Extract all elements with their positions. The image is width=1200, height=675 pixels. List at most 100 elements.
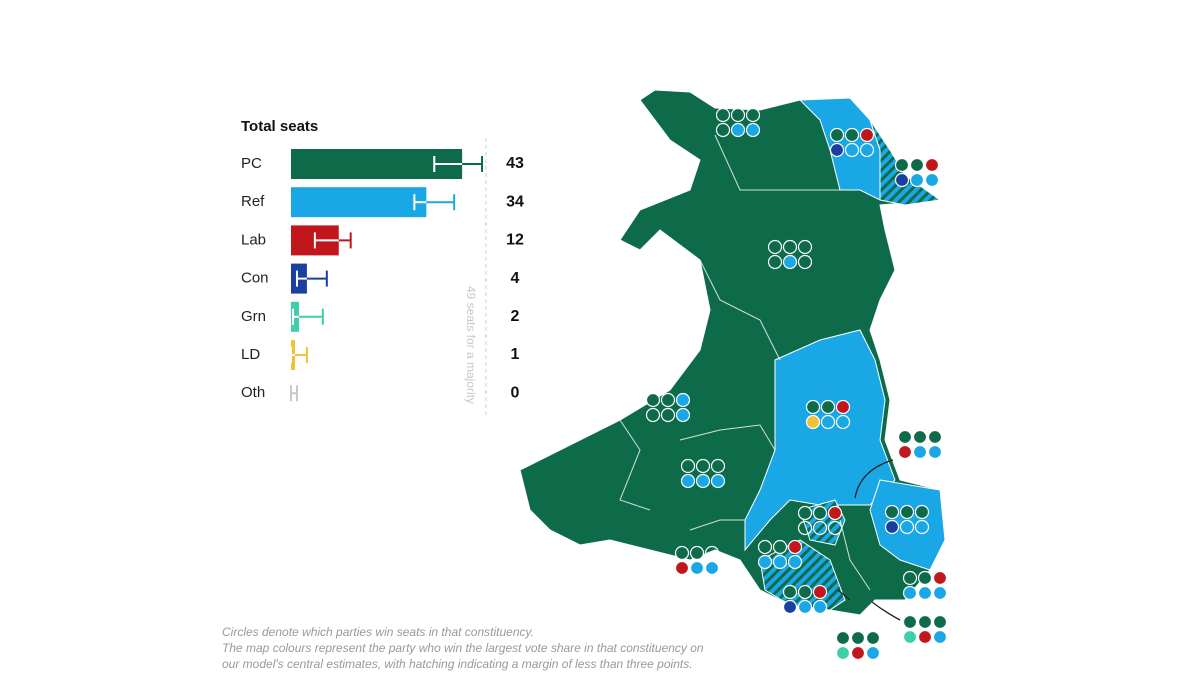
seat-circle <box>827 505 843 521</box>
seat-circle <box>865 630 881 646</box>
chart-title: Total seats <box>241 118 318 135</box>
seat-circle <box>710 473 726 489</box>
seat-circle <box>745 122 761 138</box>
seat-circle <box>884 519 900 535</box>
seat-circle <box>914 519 930 535</box>
seat-circle <box>820 414 836 430</box>
seat-circle <box>865 645 881 661</box>
seat-circle <box>772 539 788 555</box>
seat-circle <box>917 585 933 601</box>
seat-circle <box>859 127 875 143</box>
seat-circle <box>704 545 720 561</box>
seat-circle <box>730 122 746 138</box>
seat-circle <box>660 407 676 423</box>
seat-circle <box>917 629 933 645</box>
seat-circle <box>660 392 676 408</box>
category-label: Lab <box>241 231 266 248</box>
seat-circle <box>674 545 690 561</box>
seat-circle <box>695 473 711 489</box>
notes: Circles denote which parties win seats i… <box>222 625 704 671</box>
seat-circle <box>894 172 910 188</box>
seat-circle <box>835 630 851 646</box>
map-borders <box>619 134 871 591</box>
seat-circle <box>844 142 860 158</box>
seat-circle <box>844 127 860 143</box>
seat-circle <box>772 554 788 570</box>
seat-circle <box>897 429 913 445</box>
seat-circle <box>645 407 661 423</box>
seat-circle <box>835 414 851 430</box>
seat-circle <box>715 122 731 138</box>
seat-circle <box>927 444 943 460</box>
seat-circle <box>902 585 918 601</box>
category-label: Con <box>241 270 269 287</box>
seat-circle <box>674 560 690 576</box>
seat-circle <box>835 399 851 415</box>
value-label: 2 <box>511 308 520 325</box>
seat-circle <box>767 254 783 270</box>
value-label: 1 <box>511 346 520 363</box>
seat-circle <box>689 560 705 576</box>
value-label: 43 <box>506 155 524 172</box>
seat-circle <box>912 444 928 460</box>
seat-circle <box>675 407 691 423</box>
seat-circle <box>902 570 918 586</box>
majority-label: 49 seats for a majority <box>464 286 478 404</box>
seat-circle <box>797 239 813 255</box>
map <box>519 89 946 616</box>
seat-circle <box>680 458 696 474</box>
seat-circle <box>805 399 821 415</box>
seat-circle <box>757 554 773 570</box>
arrow <box>837 589 851 601</box>
seat-circle <box>797 254 813 270</box>
seat-circle <box>897 444 913 460</box>
seat-circle <box>917 570 933 586</box>
seat-circle <box>645 392 661 408</box>
seat-circle <box>924 172 940 188</box>
seat-circle <box>797 520 813 536</box>
seat-circle <box>932 570 948 586</box>
seat-circle <box>797 599 813 615</box>
seat-circle <box>782 599 798 615</box>
arrows <box>837 459 901 621</box>
seat-circle <box>767 239 783 255</box>
seat-circle <box>909 172 925 188</box>
seat-circles <box>645 107 948 661</box>
category-label: PC <box>241 155 262 172</box>
category-label: LD <box>241 346 260 363</box>
seat-circle <box>812 505 828 521</box>
seat-circle <box>899 504 915 520</box>
seat-circle <box>797 505 813 521</box>
seat-circle <box>909 157 925 173</box>
seat-circle <box>787 554 803 570</box>
seat-circle <box>797 584 813 600</box>
seat-circle <box>859 142 875 158</box>
seat-circle <box>782 239 798 255</box>
seat-circle <box>899 519 915 535</box>
seat-circle <box>850 645 866 661</box>
seat-circle <box>932 629 948 645</box>
seat-circle <box>812 520 828 536</box>
arrow <box>854 459 894 499</box>
note: The map colours represent the party who … <box>222 641 704 655</box>
value-label: 34 <box>506 193 524 210</box>
seat-circle <box>894 157 910 173</box>
seat-circle <box>710 458 726 474</box>
seat-circle <box>932 585 948 601</box>
value-label: 4 <box>511 270 520 287</box>
seat-circle <box>914 504 930 520</box>
bar <box>291 187 427 218</box>
seat-circle <box>782 254 798 270</box>
seat-circle <box>829 142 845 158</box>
seat-circle <box>917 614 933 630</box>
arrow <box>871 601 901 621</box>
seat-circle <box>850 630 866 646</box>
seat-circle <box>787 539 803 555</box>
value-label: 12 <box>506 232 524 249</box>
seat-circle <box>812 584 828 600</box>
seat-circle <box>932 614 948 630</box>
seat-circle <box>924 157 940 173</box>
category-label: Grn <box>241 308 266 325</box>
value-label: 0 <box>511 384 520 401</box>
